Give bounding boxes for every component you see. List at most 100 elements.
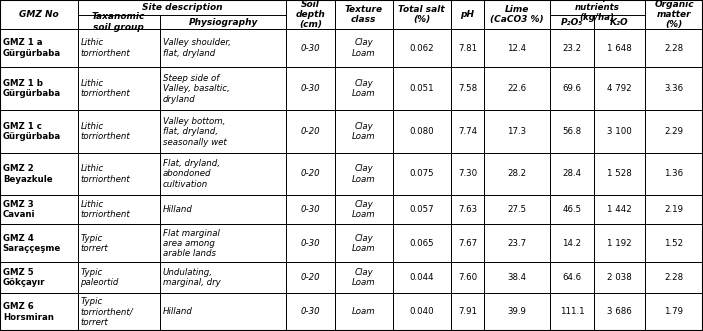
Bar: [645, 224, 703, 262]
Bar: [484, 224, 550, 262]
Text: 1 442: 1 442: [607, 205, 632, 214]
Text: Organic
matter
(%): Organic matter (%): [654, 0, 694, 29]
Text: Usable plant
nutrients
(kg/ha): Usable plant nutrients (kg/ha): [567, 0, 628, 23]
Bar: [645, 110, 703, 153]
Text: 23.7: 23.7: [508, 239, 527, 248]
Text: 3.36: 3.36: [664, 84, 683, 93]
Text: GMZ 1 c
Gürgürbaba: GMZ 1 c Gürgürbaba: [3, 122, 61, 141]
Bar: [286, 110, 335, 153]
Bar: [594, 67, 645, 110]
Text: 4 792: 4 792: [607, 84, 632, 93]
Bar: [645, 195, 703, 224]
Bar: [484, 262, 550, 293]
Text: 0-20: 0-20: [301, 169, 321, 178]
Text: P₂O₅: P₂O₅: [561, 18, 583, 26]
Text: Valley shoulder,
flat, dryland: Valley shoulder, flat, dryland: [162, 38, 231, 58]
Bar: [645, 293, 703, 331]
Text: 64.6: 64.6: [562, 273, 581, 282]
Text: Undulating,
marginal, dry: Undulating, marginal, dry: [162, 268, 220, 287]
Text: 22.6: 22.6: [508, 84, 527, 93]
Bar: [335, 67, 392, 110]
Bar: [451, 67, 484, 110]
Bar: [645, 29, 703, 67]
Bar: [0, 224, 77, 262]
Text: 0.062: 0.062: [409, 44, 434, 53]
Text: 12.4: 12.4: [508, 44, 527, 53]
Text: 0.044: 0.044: [409, 273, 434, 282]
Bar: [392, 293, 451, 331]
Text: 23.2: 23.2: [562, 44, 581, 53]
Text: 0.040: 0.040: [409, 307, 434, 316]
Text: 0.065: 0.065: [409, 239, 434, 248]
Bar: [392, 262, 451, 293]
Text: Clay
Loam: Clay Loam: [352, 200, 375, 219]
Text: 2.28: 2.28: [664, 44, 683, 53]
Text: 0-30: 0-30: [301, 84, 321, 93]
Bar: [550, 110, 594, 153]
Bar: [594, 224, 645, 262]
Text: GMZ 5
Gökçayır: GMZ 5 Gökçayır: [3, 268, 45, 287]
Text: Lithic
torriorthent: Lithic torriorthent: [80, 122, 130, 141]
Bar: [451, 262, 484, 293]
Bar: [484, 293, 550, 331]
Text: Site description: Site description: [142, 3, 222, 12]
Text: Steep side of
Valley, basaltic,
dryland: Steep side of Valley, basaltic, dryland: [162, 74, 229, 104]
Text: GMZ 1 a
Gürgürbaba: GMZ 1 a Gürgürbaba: [3, 38, 61, 58]
Text: 7.74: 7.74: [458, 127, 477, 136]
Text: Clay
Loam: Clay Loam: [352, 38, 375, 58]
Text: 2.29: 2.29: [664, 127, 683, 136]
Bar: [594, 195, 645, 224]
Text: 7.30: 7.30: [458, 169, 477, 178]
Bar: [550, 0, 645, 29]
Text: 2 038: 2 038: [607, 273, 632, 282]
Text: Hilland: Hilland: [162, 205, 193, 214]
Text: 7.63: 7.63: [458, 205, 477, 214]
Bar: [392, 153, 451, 195]
Bar: [484, 29, 550, 67]
Bar: [484, 110, 550, 153]
Bar: [594, 293, 645, 331]
Bar: [550, 293, 594, 331]
Text: 14.2: 14.2: [562, 239, 581, 248]
Text: Clay
Loam: Clay Loam: [352, 268, 375, 287]
Bar: [392, 67, 451, 110]
Bar: [392, 0, 451, 29]
Bar: [335, 262, 392, 293]
Bar: [77, 224, 160, 262]
Bar: [645, 262, 703, 293]
Bar: [550, 29, 594, 67]
Bar: [550, 153, 594, 195]
Text: Flat marginal
area among
arable lands: Flat marginal area among arable lands: [162, 228, 219, 259]
Text: 1.79: 1.79: [664, 307, 683, 316]
Bar: [286, 224, 335, 262]
Bar: [0, 195, 77, 224]
Bar: [286, 67, 335, 110]
Bar: [160, 110, 286, 153]
Text: Hilland: Hilland: [162, 307, 193, 316]
Text: 7.58: 7.58: [458, 84, 477, 93]
Text: 111.1: 111.1: [560, 307, 584, 316]
Bar: [77, 67, 160, 110]
Bar: [0, 110, 77, 153]
Bar: [286, 29, 335, 67]
Text: Clay
Loam: Clay Loam: [352, 79, 375, 98]
Bar: [451, 110, 484, 153]
Bar: [335, 110, 392, 153]
Bar: [286, 0, 335, 29]
Bar: [160, 224, 286, 262]
Text: Clay
Loam: Clay Loam: [352, 234, 375, 253]
Bar: [451, 224, 484, 262]
Text: 1 528: 1 528: [607, 169, 632, 178]
Text: 2.19: 2.19: [664, 205, 683, 214]
Text: Clay
Loam: Clay Loam: [352, 122, 375, 141]
Bar: [286, 262, 335, 293]
Text: Typic
torriorthent/
torrert: Typic torriorthent/ torrert: [80, 297, 133, 327]
Text: Lithic
torriorthent: Lithic torriorthent: [80, 38, 130, 58]
Bar: [451, 293, 484, 331]
Text: 0-20: 0-20: [301, 273, 321, 282]
Text: 0-30: 0-30: [301, 44, 321, 53]
Bar: [392, 224, 451, 262]
Bar: [335, 195, 392, 224]
Text: 56.8: 56.8: [562, 127, 581, 136]
Bar: [160, 195, 286, 224]
